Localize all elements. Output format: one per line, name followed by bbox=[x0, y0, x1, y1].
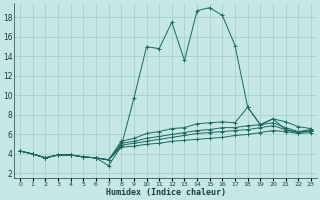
X-axis label: Humidex (Indice chaleur): Humidex (Indice chaleur) bbox=[106, 188, 226, 197]
